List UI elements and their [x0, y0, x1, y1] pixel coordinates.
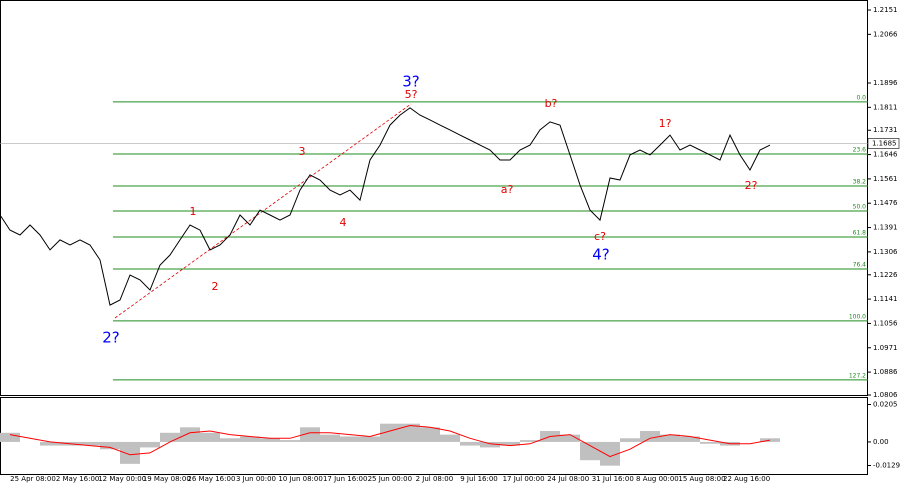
osc-bar — [0, 432, 20, 442]
fib-label: 0.0 — [856, 94, 866, 101]
y-tick-label: 1.1226 — [873, 271, 898, 279]
fib-label: 61.8 — [853, 230, 867, 237]
osc-bar — [420, 427, 440, 442]
osc-bar — [500, 441, 520, 446]
osc-bar — [160, 432, 180, 442]
x-tick-label: 31 Jul 16:00 — [592, 475, 634, 483]
fib-label: 127.2 — [849, 372, 866, 379]
x-tick-label: 9 Jul 16:00 — [460, 475, 498, 483]
osc-bar — [180, 427, 200, 442]
x-tick-label: 2 Jul 08:00 — [416, 475, 454, 483]
fib-label: 100.0 — [849, 313, 866, 320]
osc-bar — [700, 441, 720, 444]
price-line — [0, 107, 771, 306]
y-tick-label: 1.1896 — [873, 79, 898, 87]
osc-bar — [80, 441, 100, 446]
osc-bar — [100, 441, 120, 450]
y-tick-label: 1.1056 — [873, 319, 898, 327]
osc-bar — [280, 440, 300, 442]
osc-bar — [640, 430, 660, 442]
wave-label: 4? — [592, 246, 610, 264]
x-tick-label: 10 Jun 08:00 — [278, 475, 322, 483]
x-tick-label: 19 May 08:00 — [143, 475, 191, 483]
osc-bar — [200, 432, 220, 442]
osc-bar — [140, 441, 160, 448]
osc-bar — [400, 423, 420, 442]
wave-label: b? — [545, 97, 558, 110]
osc-bar — [40, 441, 60, 446]
osc-bar — [460, 441, 480, 446]
x-tick-label: 8 Aug 00:00 — [636, 475, 679, 483]
wave-label: 3? — [402, 73, 420, 91]
x-tick-label: 3 Jun 00:00 — [236, 475, 276, 483]
osc-y-tick-label: -0.0129 — [873, 462, 900, 470]
fib-label: 23.6 — [853, 146, 867, 153]
osc-y-tick-label: 0.00 — [873, 438, 889, 446]
wave-label: 2? — [745, 179, 758, 192]
x-tick-label: 17 Jul 00:00 — [503, 475, 545, 483]
fib-label: 38.2 — [853, 179, 867, 186]
y-tick-label: 1.0886 — [873, 368, 898, 376]
x-tick-label: 26 May 16:00 — [187, 475, 235, 483]
osc-y-tick-label: 0.0205 — [873, 400, 898, 408]
y-tick-label: 1.2151 — [873, 6, 898, 14]
osc-bar — [660, 434, 680, 442]
y-tick-label: 1.0806 — [873, 391, 898, 399]
x-tick-label: 12 May 00:00 — [98, 475, 146, 483]
osc-bar — [520, 440, 540, 442]
wave-label: 1? — [659, 117, 672, 130]
wave-label: 1 — [190, 205, 197, 218]
y-tick-label: 1.1476 — [873, 199, 898, 207]
y-tick-label: 1.1391 — [873, 224, 898, 232]
wave-label: 4 — [340, 216, 347, 229]
wave-label: 2 — [212, 280, 219, 293]
x-tick-label: 17 Jun 16:00 — [323, 475, 367, 483]
last-price-label: 1.1685 — [872, 139, 897, 147]
fib-label: 76.4 — [853, 262, 867, 269]
y-tick-label: 1.1561 — [873, 175, 898, 183]
osc-bar — [480, 441, 500, 448]
wave-label: a? — [501, 183, 514, 196]
osc-bar — [260, 438, 280, 442]
x-tick-label: 25 Apr 08:00 — [10, 475, 56, 483]
x-tick-label: 24 Jul 08:00 — [547, 475, 589, 483]
osc-bar — [380, 423, 400, 442]
fib-label: 50.0 — [853, 203, 867, 210]
trend-line — [114, 103, 412, 319]
y-tick-label: 1.1141 — [873, 295, 898, 303]
y-tick-label: 1.1306 — [873, 248, 898, 256]
osc-bar — [560, 434, 580, 442]
osc-bar — [120, 441, 140, 464]
osc-bar — [300, 427, 320, 442]
osc-bar — [240, 436, 260, 442]
osc-bar — [600, 441, 620, 466]
wave-label: 5? — [405, 88, 418, 101]
x-tick-label: 2 May 16:00 — [56, 475, 100, 483]
osc-bar — [340, 436, 360, 442]
last-price-box — [867, 138, 900, 149]
signal-line — [9, 424, 771, 458]
x-tick-label: 15 Aug 08:00 — [678, 475, 725, 483]
x-tick-label: 22 Aug 16:00 — [723, 475, 770, 483]
osc-bar — [620, 438, 640, 442]
osc-bar — [320, 434, 340, 442]
osc-bar — [680, 436, 700, 442]
wave-label: 3 — [299, 145, 306, 158]
main-panel — [0, 0, 868, 396]
x-tick-label: 25 Jun 00:00 — [368, 475, 412, 483]
osc-bar — [220, 438, 240, 442]
wave-label: 2? — [102, 329, 120, 347]
y-tick-label: 1.2066 — [873, 30, 898, 38]
y-tick-label: 1.1646 — [873, 151, 898, 159]
wave-label: c? — [594, 230, 606, 243]
y-tick-label: 1.1731 — [873, 126, 898, 134]
y-tick-label: 1.1811 — [873, 103, 898, 111]
osc-bar — [440, 434, 460, 442]
osc-bar — [580, 441, 600, 461]
osc-bar — [360, 436, 380, 442]
y-tick-label: 1.0971 — [873, 344, 898, 352]
